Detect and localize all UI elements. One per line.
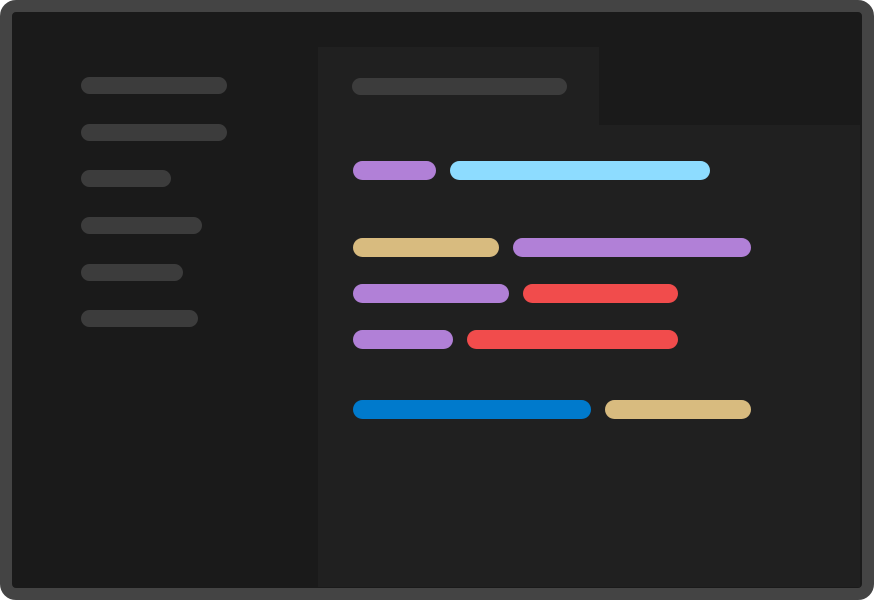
keyword-token [353,161,436,180]
tab-title-placeholder [352,78,567,95]
code-editor[interactable] [318,125,860,587]
string-token [523,284,678,303]
keyword-token [353,284,509,303]
variable-token [450,161,710,180]
editor-tab[interactable] [318,47,599,125]
sidebar-item[interactable] [81,217,202,234]
sidebar-item[interactable] [81,170,171,187]
type-token [605,400,751,419]
type-token [353,238,499,257]
keyword-token [353,330,453,349]
keyword-token [513,238,751,257]
sidebar-item[interactable] [81,77,227,94]
function-token [353,400,591,419]
sidebar-item[interactable] [81,124,227,141]
string-token [467,330,678,349]
sidebar-item[interactable] [81,310,198,327]
sidebar-item[interactable] [81,264,183,281]
